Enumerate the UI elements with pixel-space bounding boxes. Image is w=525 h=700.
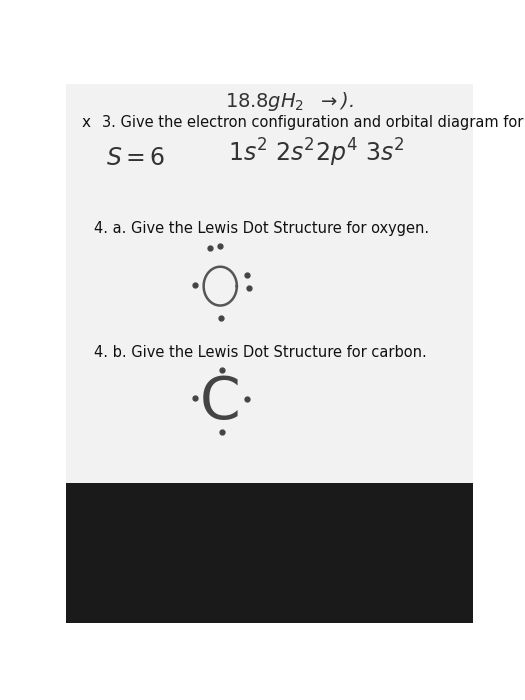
Text: $\mathit{18.8gH_2}$  $\rightarrow$).: $\mathit{18.8gH_2}$ $\rightarrow$).	[225, 90, 354, 113]
Text: C: C	[200, 374, 240, 430]
Text: 4. a. Give the Lewis Dot Structure for oxygen.: 4. a. Give the Lewis Dot Structure for o…	[94, 221, 429, 237]
Text: $\mathit{S=6}$: $\mathit{S=6}$	[106, 146, 166, 170]
Bar	[66, 483, 472, 623]
Text: $\mathit{1s^2\ 2s^2 2p^4\ 3s^2}$: $\mathit{1s^2\ 2s^2 2p^4\ 3s^2}$	[228, 136, 405, 169]
Text: x: x	[82, 116, 91, 130]
Bar	[66, 84, 472, 483]
Text: 3. Give the electron configuration and orbital diagram for sulfur.: 3. Give the electron configuration and o…	[102, 116, 525, 130]
Text: 4. b. Give the Lewis Dot Structure for carbon.: 4. b. Give the Lewis Dot Structure for c…	[94, 345, 427, 361]
